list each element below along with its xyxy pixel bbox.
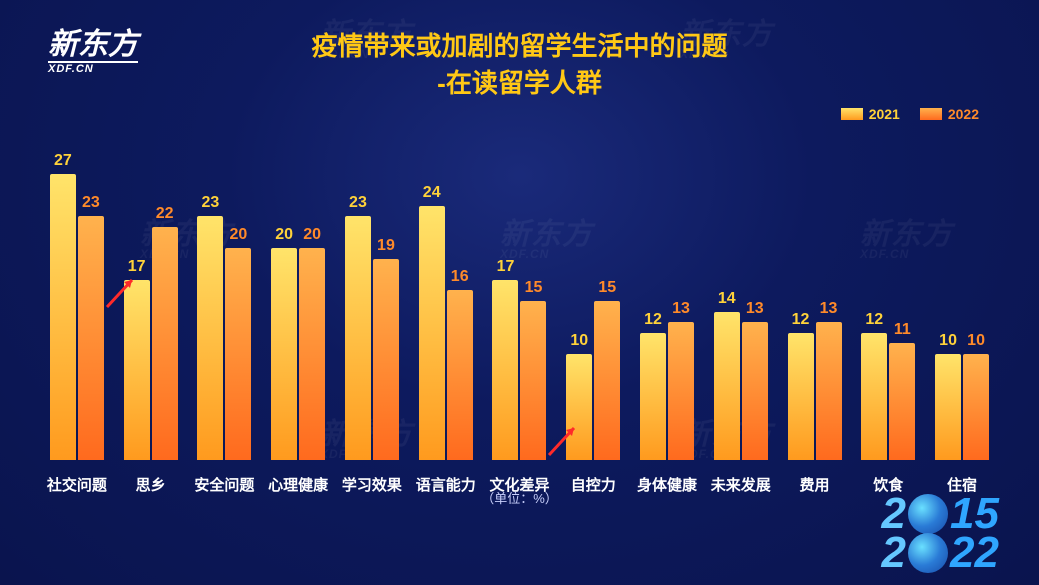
bar-2022: 11 [889, 343, 915, 460]
bar-group: 1010住宿 [925, 354, 999, 460]
bar-2021: 17 [492, 280, 518, 460]
globe-icon [908, 494, 948, 534]
legend: 2021 2022 [841, 106, 979, 122]
bar-pair: 1722 [124, 227, 178, 460]
bar-2022: 15 [594, 301, 620, 460]
legend-swatch-2022 [920, 108, 942, 120]
bar-2022: 13 [668, 322, 694, 460]
bar-pair: 1213 [640, 322, 694, 460]
bar-2021: 12 [640, 333, 666, 460]
bar-pair: 1010 [935, 354, 989, 460]
bar-pair: 1715 [492, 280, 546, 460]
bar-group: 1715文化差异 [483, 280, 557, 460]
bar-pair: 2319 [345, 216, 399, 460]
bar-group: 1015自控力 [556, 301, 630, 460]
bar-group: 2020心理健康 [261, 248, 335, 460]
bar-2021: 12 [788, 333, 814, 460]
bar-2021: 23 [197, 216, 223, 460]
bar-value-label: 27 [54, 152, 72, 170]
bar-2021: 12 [861, 333, 887, 460]
bar-pair: 1213 [788, 322, 842, 460]
bar-value-label: 22 [156, 205, 174, 223]
bar-group: 2320安全问题 [188, 216, 262, 460]
bar-value-label: 13 [820, 300, 838, 318]
bar-value-label: 14 [718, 290, 736, 308]
bar-value-label: 17 [128, 258, 146, 276]
bar-group: 1413未来发展 [704, 312, 778, 460]
bar-2022: 20 [299, 248, 325, 460]
globe-icon [908, 533, 948, 573]
year-digit: 2 [882, 533, 906, 573]
bar-value-label: 23 [349, 194, 367, 212]
bar-pair: 1211 [861, 333, 915, 460]
bar-group: 2723社交问题 [40, 174, 114, 460]
legend-item-2021: 2021 [841, 106, 900, 122]
bar-value-label: 23 [202, 194, 220, 212]
legend-swatch-2021 [841, 108, 863, 120]
bar-group: 1211饮食 [851, 333, 925, 460]
bar-pair: 1413 [714, 312, 768, 460]
bar-2022: 15 [520, 301, 546, 460]
bar-2022: 13 [742, 322, 768, 460]
bar-value-label: 23 [82, 194, 100, 212]
bar-value-label: 20 [303, 226, 321, 244]
bar-2021: 17 [124, 280, 150, 460]
bar-value-label: 15 [525, 279, 543, 297]
legend-label-2022: 2022 [948, 106, 979, 122]
bar-2022: 22 [152, 227, 178, 460]
bar-2022: 10 [963, 354, 989, 460]
bar-2021: 10 [935, 354, 961, 460]
legend-item-2022: 2022 [920, 106, 979, 122]
bar-group: 1213费用 [778, 322, 852, 460]
bar-value-label: 13 [672, 300, 690, 318]
year-graphic-bottom: 222 [882, 533, 999, 573]
bar-pair: 2416 [419, 206, 473, 460]
bar-2021: 27 [50, 174, 76, 460]
bar-2021: 10 [566, 354, 592, 460]
bar-value-label: 24 [423, 184, 441, 202]
bar-group: 1722思乡 [114, 227, 188, 460]
bar-group: 2416语言能力 [409, 206, 483, 460]
bar-2021: 23 [345, 216, 371, 460]
bar-value-label: 15 [598, 279, 616, 297]
bar-value-label: 10 [570, 332, 588, 350]
slide-root: 新东方XDF.CN 新东方XDF.CN 新东方XDF.CN 新东方XDF.CN … [0, 0, 1039, 585]
bar-chart: 2723社交问题1722思乡2320安全问题2020心理健康2319学习效果24… [40, 142, 999, 460]
bar-2022: 20 [225, 248, 251, 460]
bar-2021: 24 [419, 206, 445, 460]
chart-title: 疫情带来或加剧的留学生活中的问题 -在读留学人群 [0, 26, 1039, 100]
bar-value-label: 12 [792, 311, 810, 329]
bar-group: 1213身体健康 [630, 322, 704, 460]
bar-pair: 2320 [197, 216, 251, 460]
bar-pair: 1015 [566, 301, 620, 460]
bar-2022: 19 [373, 259, 399, 460]
bar-group: 2319学习效果 [335, 216, 409, 460]
bar-value-label: 17 [497, 258, 515, 276]
bar-2022: 16 [447, 290, 473, 460]
year-digit: 2 [975, 533, 999, 573]
year-digit: 2 [950, 533, 974, 573]
bar-value-label: 20 [275, 226, 293, 244]
bar-value-label: 11 [894, 321, 911, 339]
bar-2021: 20 [271, 248, 297, 460]
bar-2022: 23 [78, 216, 104, 460]
bar-2022: 13 [816, 322, 842, 460]
year-range-graphic: 215 222 [882, 494, 999, 573]
bar-value-label: 12 [865, 311, 883, 329]
bar-value-label: 12 [644, 311, 662, 329]
bar-value-label: 10 [967, 332, 985, 350]
bar-2021: 14 [714, 312, 740, 460]
legend-label-2021: 2021 [869, 106, 900, 122]
bar-value-label: 16 [451, 268, 469, 286]
bar-value-label: 13 [746, 300, 764, 318]
bar-pair: 2723 [50, 174, 104, 460]
bar-value-label: 20 [230, 226, 248, 244]
bar-value-label: 19 [377, 237, 395, 255]
bar-value-label: 10 [939, 332, 957, 350]
bar-pair: 2020 [271, 248, 325, 460]
